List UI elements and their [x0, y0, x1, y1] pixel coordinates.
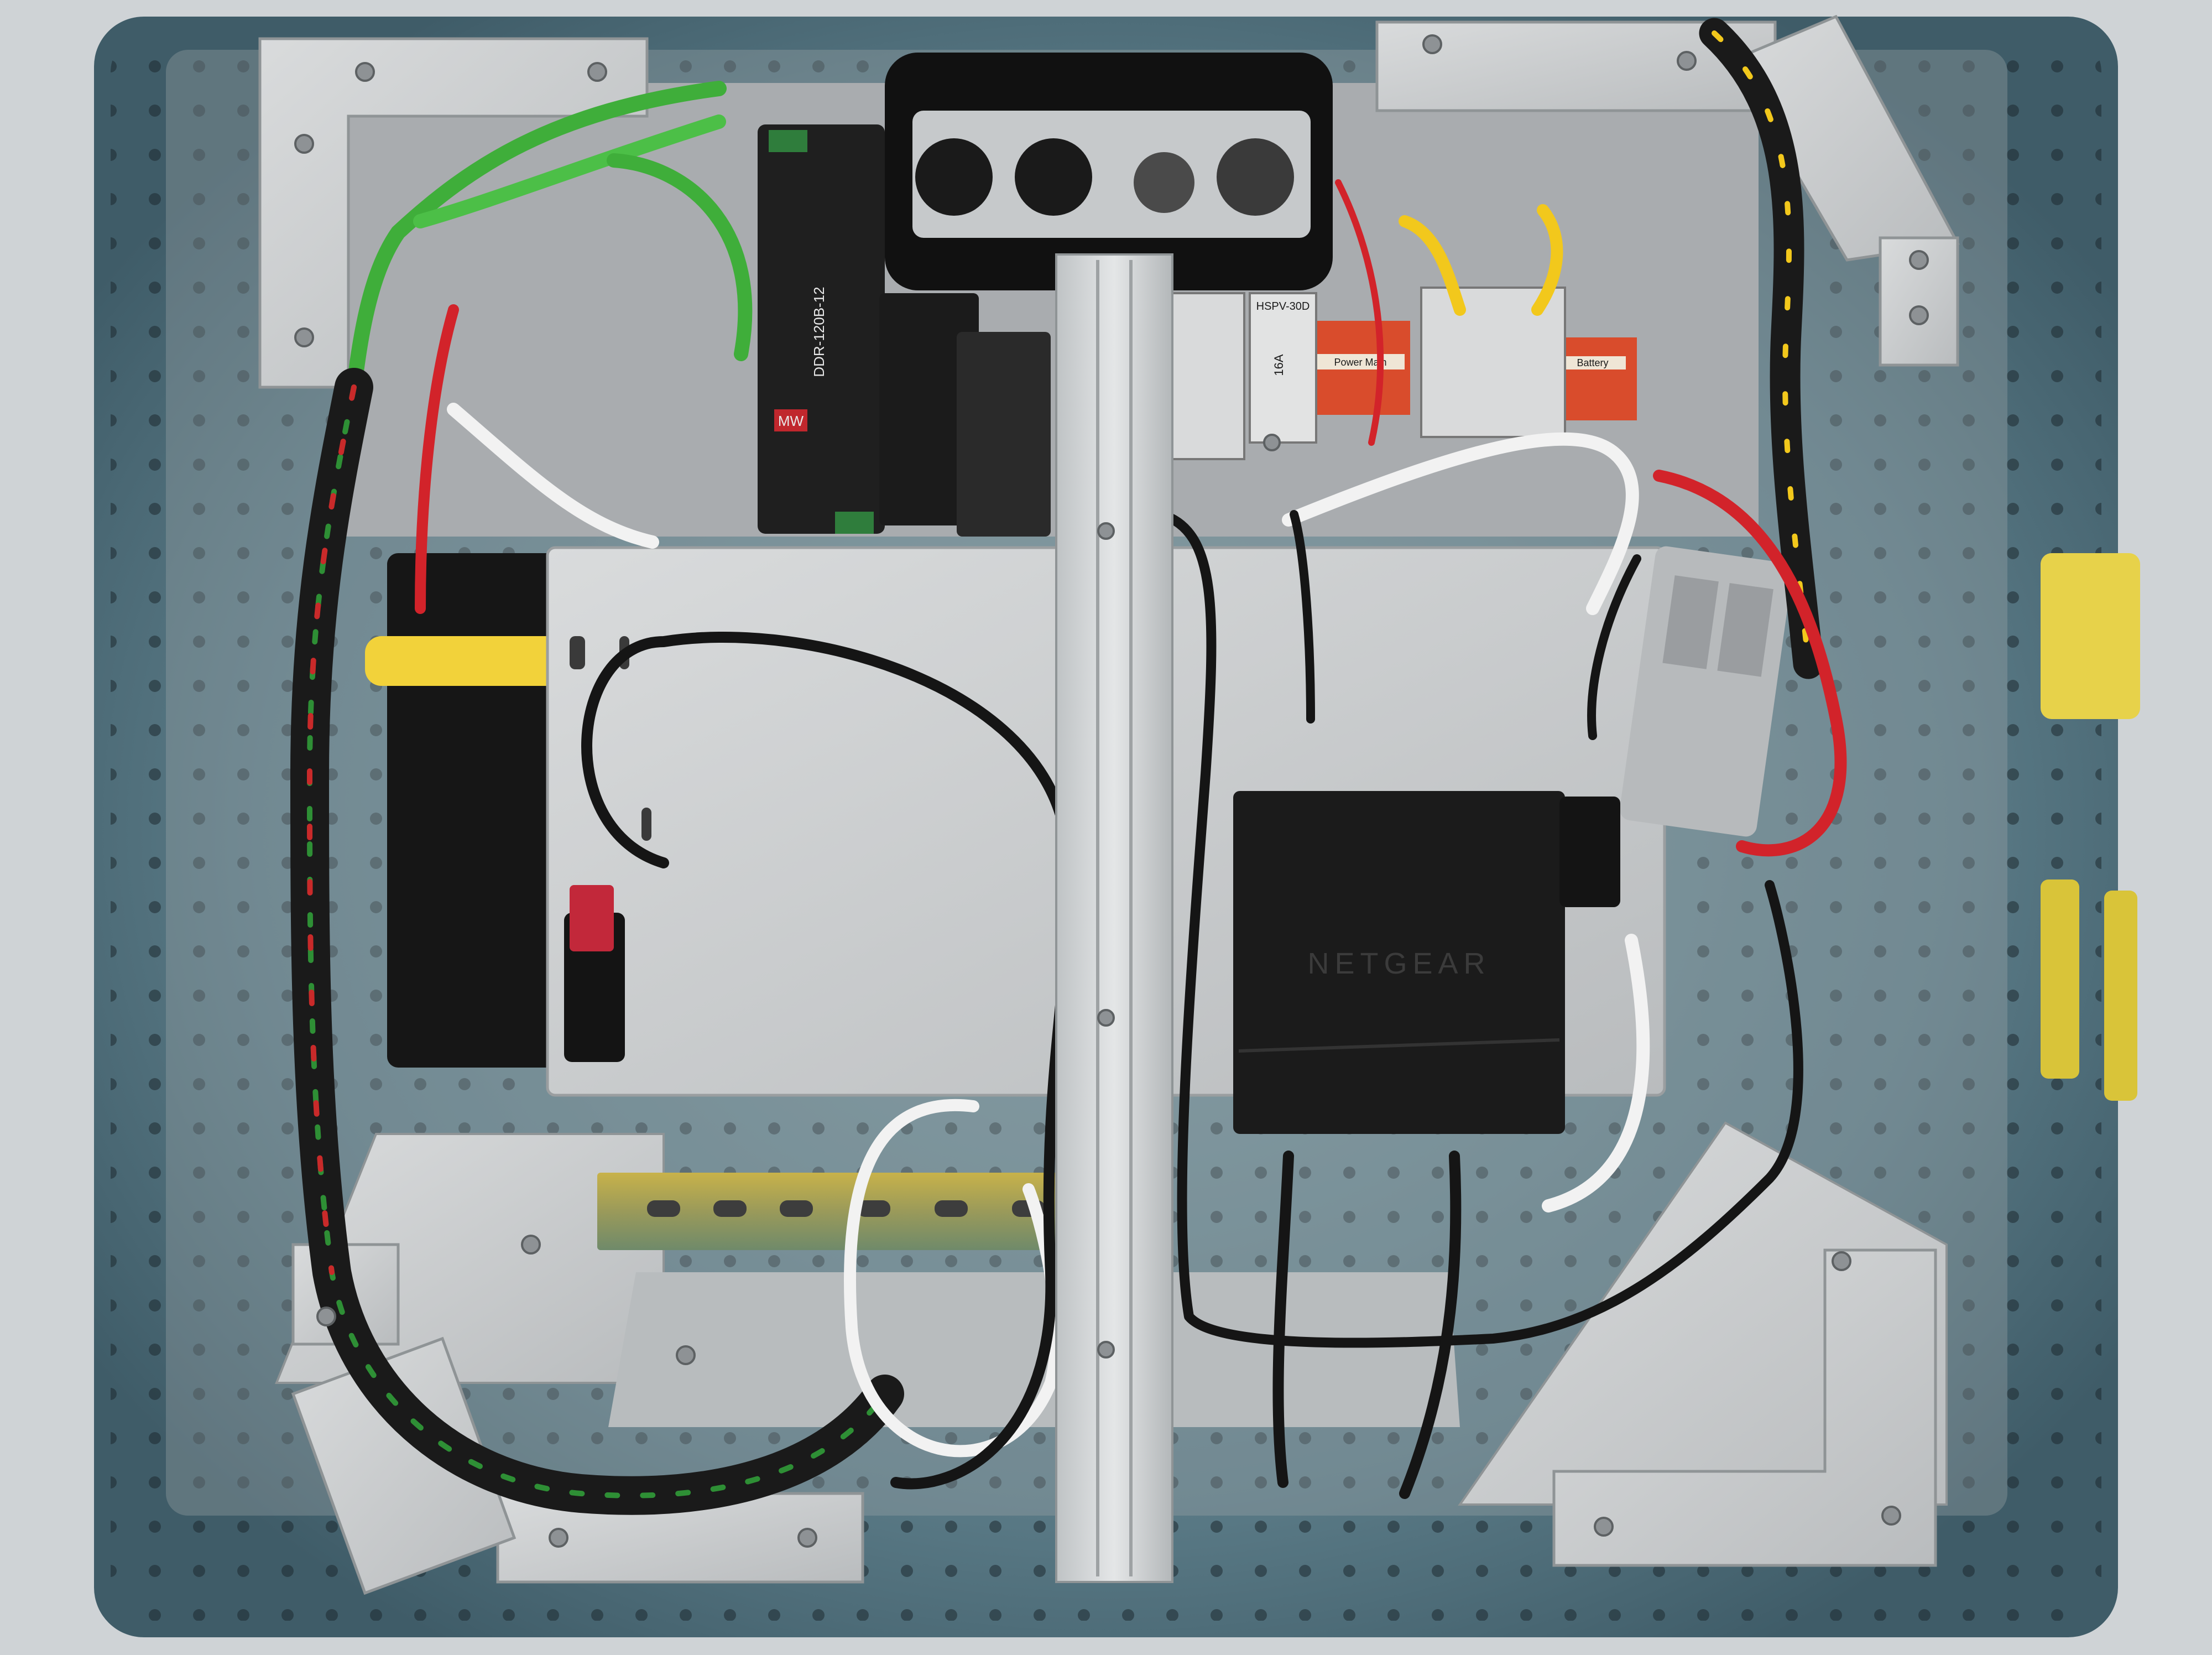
bracket-right-upper: [1879, 236, 1959, 367]
anderson-connector: [1620, 546, 1792, 837]
connector-housing-bottom-left: [291, 1336, 517, 1595]
fuse-rating-text: 16A: [1272, 354, 1286, 376]
circular-connector-large: [1217, 138, 1294, 216]
switch-brand-text: NETGEAR: [1307, 947, 1490, 980]
relay-module: [957, 332, 1051, 537]
yellow-tab-lower-b: [2104, 891, 2137, 1101]
screws: [294, 34, 1929, 1548]
bracket-bottom-right: [1552, 1248, 1937, 1567]
tray-floor: [608, 1272, 1460, 1427]
terminal-block-battery: Battery: [1554, 337, 1637, 420]
yellow-tab-upper: [2041, 553, 2140, 719]
center-rail: [1055, 253, 1173, 1583]
psu-brand-text: MW: [778, 413, 804, 429]
ethernet-port-2: [1015, 138, 1092, 216]
connector-panel: [885, 53, 1333, 290]
network-switch: NETGEAR: [1233, 791, 1565, 1134]
relay-model-text: HSPV-30D: [1256, 300, 1310, 313]
din-rail: [597, 1173, 1095, 1250]
svg-text:Battery: Battery: [1577, 357, 1608, 368]
yellow-tab-lower-a: [2041, 879, 2079, 1079]
circular-connector-small: [1134, 152, 1194, 213]
dc-module-a: [879, 293, 979, 525]
psu-model-text: DDR-120B-12: [811, 287, 827, 377]
din-power-supply: MW DDR-120B-12: [758, 124, 885, 534]
battery-block: [387, 553, 570, 1068]
bracket-top-left: [258, 37, 649, 389]
terminal-block-power-main: Power Main: [1305, 321, 1410, 415]
fuse-holder: HSPV-30D 16A: [1249, 292, 1317, 444]
ethernet-coupler-right: [1559, 797, 1620, 907]
ethernet-port-1: [915, 138, 993, 216]
svg-text:Power Main: Power Main: [1334, 357, 1386, 368]
yellow-strap: [365, 636, 564, 686]
